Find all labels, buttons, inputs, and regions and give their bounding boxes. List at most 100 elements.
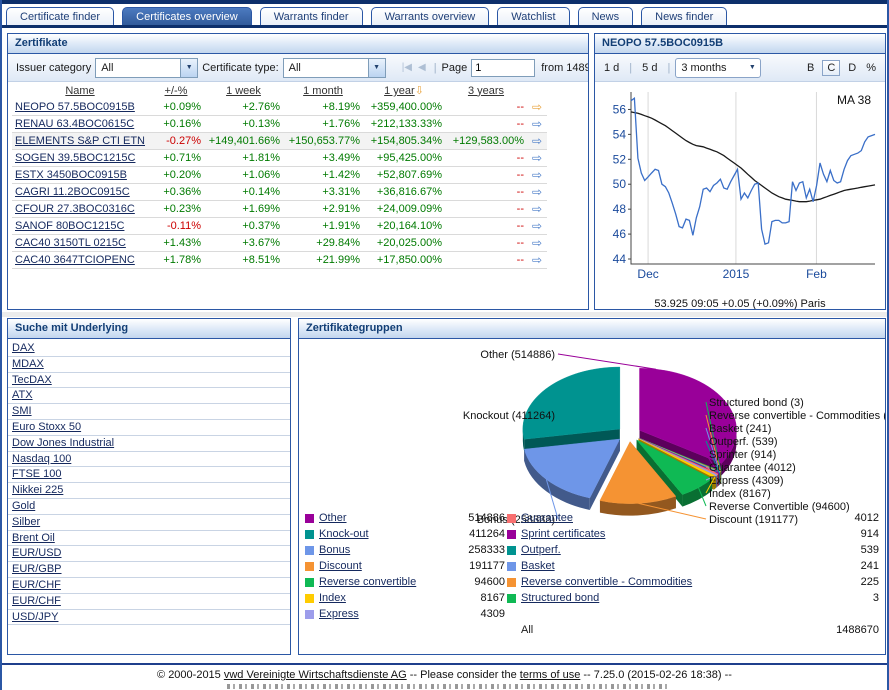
legend-label-link[interactable]: Reverse convertible - Commodities: [521, 576, 693, 588]
underlying-link[interactable]: Nasdaq 100: [12, 452, 72, 465]
legend-value: 539: [860, 544, 879, 556]
underlying-link[interactable]: Euro Stoxx 50: [12, 420, 82, 433]
legend-label-link[interactable]: Index: [319, 592, 346, 604]
tab-warrants-finder[interactable]: Warrants finder: [259, 7, 363, 27]
value-cell: +0.71%: [148, 149, 204, 167]
underlying-link[interactable]: Brent Oil: [12, 531, 55, 544]
pie-callout-label: Other (514886): [480, 349, 555, 361]
underlying-link[interactable]: Dow Jones Industrial: [12, 436, 115, 449]
column-header-1-month[interactable]: 1 month: [303, 84, 343, 97]
legend-value: 4309: [480, 608, 505, 620]
certificate-name-link[interactable]: CAGRI 11.2BOC0915C: [15, 186, 130, 198]
legend-label-link[interactable]: Sprint certificates: [521, 528, 606, 540]
underlying-link[interactable]: EUR/USD: [12, 547, 62, 560]
page-input[interactable]: [471, 58, 536, 77]
underlying-link[interactable]: TecDAX: [12, 373, 52, 386]
legend-label-link[interactable]: Guarantee: [521, 512, 573, 524]
tab-news[interactable]: News: [577, 7, 634, 27]
value-cell: +1.91%: [283, 217, 363, 235]
vwd-link[interactable]: vwd Vereinigte Wirtschaftsdienste AG: [223, 669, 407, 681]
legend-row: Other 514886: [305, 510, 505, 526]
certificates-table-body: NEOPO 57.5BOC0915B +0.09% +2.76% +8.19% +359…: [12, 99, 547, 269]
legend-label-link[interactable]: Express: [319, 608, 359, 620]
column-header--[interactable]: +/-%: [164, 84, 188, 97]
underlying-link[interactable]: Silber: [12, 515, 41, 528]
goto-detail-arrow-icon[interactable]: ⇨: [531, 134, 543, 148]
underlying-link[interactable]: EUR/GBP: [12, 563, 62, 576]
period-select[interactable]: 3 months ▼: [675, 57, 762, 78]
chart-type-d-button[interactable]: D: [848, 61, 857, 74]
certificate-name-link[interactable]: NEOPO 57.5BOC0915B: [15, 101, 135, 113]
goto-detail-arrow-icon[interactable]: ⇨: [531, 117, 543, 131]
chart-legend-ma: MA 38: [837, 93, 871, 107]
goto-detail-arrow-icon[interactable]: ⇨: [531, 168, 543, 182]
percent-mode-button[interactable]: %: [866, 61, 876, 74]
legend-label-link[interactable]: Outperf.: [521, 544, 561, 556]
first-page-icon[interactable]: |◀: [401, 62, 412, 73]
chart-type-c-button[interactable]: C: [822, 59, 841, 76]
underlying-link[interactable]: FTSE 100: [12, 468, 62, 481]
value-cell: +1.69%: [204, 200, 283, 218]
tab-certificates-overview[interactable]: Certificates overview: [122, 7, 252, 27]
pie-slice-knockout-wall: [524, 429, 620, 452]
certificate-name-link[interactable]: CAC40 3647TCIOPENC: [15, 254, 135, 266]
underlying-link[interactable]: Gold: [12, 499, 36, 512]
terms-of-use-link[interactable]: terms of use: [519, 669, 581, 681]
column-header-3-years[interactable]: 3 years: [467, 84, 505, 97]
certificate-name-link[interactable]: ELEMENTS S&P CTI ETN: [15, 135, 145, 147]
underlying-link[interactable]: MDAX: [12, 357, 44, 370]
underlying-link[interactable]: EUR/CHF: [12, 578, 61, 591]
certificate-name-link[interactable]: SANOF 80BOC1215C: [15, 220, 125, 232]
column-header-name[interactable]: Name: [65, 84, 95, 97]
previous-page-icon[interactable]: ◀: [417, 62, 426, 73]
underlying-link[interactable]: SMI: [12, 405, 32, 418]
tab-certificate-finder[interactable]: Certificate finder: [6, 7, 115, 27]
goto-detail-arrow-icon[interactable]: ⇨: [531, 100, 543, 114]
column-header-1-week[interactable]: 1 week: [226, 84, 261, 97]
y-tick-label: 52: [613, 152, 627, 166]
legend-total-label: All: [521, 624, 534, 636]
certificate-name-link[interactable]: RENAU 63.4BOC0615C: [15, 118, 135, 130]
certificate-name-link[interactable]: SOGEN 39.5BOC1215C: [15, 152, 136, 164]
goto-detail-arrow-icon[interactable]: ⇨: [531, 202, 543, 216]
legend-label-link[interactable]: Bonus: [319, 544, 351, 556]
underlying-link[interactable]: ATX: [12, 389, 33, 402]
legend-label-link[interactable]: Other: [319, 512, 347, 524]
goto-detail-arrow-icon[interactable]: ⇨: [531, 151, 543, 165]
tab-warrants-overview[interactable]: Warrants overview: [370, 7, 490, 27]
chart-type-b-button[interactable]: B: [806, 61, 815, 74]
underlying-link[interactable]: USD/JPY: [12, 610, 59, 623]
list-item: DAX: [8, 341, 290, 357]
goto-detail-arrow-icon[interactable]: ⇨: [531, 253, 543, 267]
goto-detail-arrow-icon[interactable]: ⇨: [531, 185, 543, 199]
underlying-link[interactable]: EUR/CHF: [12, 594, 61, 607]
certificate-name-link[interactable]: CAC40 3150TL 0215C: [15, 237, 126, 249]
section-splitter[interactable]: [2, 312, 887, 317]
issuer-category-select[interactable]: All ▼: [95, 57, 199, 78]
range-1d-button[interactable]: 1 d: [604, 61, 620, 74]
legend-label-link[interactable]: Knock-out: [319, 528, 369, 540]
value-cell: +0.20%: [148, 166, 204, 184]
legend-label-link[interactable]: Basket: [521, 560, 555, 572]
goto-detail-arrow-icon[interactable]: ⇨: [531, 236, 543, 250]
certificate-type-value: All: [288, 61, 301, 74]
tab-watchlist[interactable]: Watchlist: [497, 7, 570, 27]
goto-detail-arrow-icon[interactable]: ⇨: [531, 219, 543, 233]
pie-callout-label: Discount (191177): [709, 514, 798, 526]
value-cell: +0.37%: [204, 217, 283, 235]
value-cell: +0.14%: [204, 183, 283, 201]
range-5d-button[interactable]: 5 d: [642, 61, 658, 74]
list-item: Gold: [8, 499, 290, 515]
certificate-name-link[interactable]: ESTX 3450BOC0915B: [15, 169, 127, 181]
legend-label-link[interactable]: Discount: [319, 560, 362, 572]
underlying-link[interactable]: DAX: [12, 342, 35, 354]
legend-label-link[interactable]: Reverse convertible: [319, 576, 417, 588]
table-row: CFOUR 27.3BOC0316C +0.23% +1.69% +2.91% +24,…: [12, 200, 547, 218]
column-header-1-year[interactable]: 1 year: [384, 85, 415, 97]
tab-news-finder[interactable]: News finder: [641, 7, 728, 27]
underlying-link[interactable]: Nikkei 225: [12, 484, 64, 497]
table-row: SOGEN 39.5BOC1215C +0.71% +1.81% +3.49% +95,…: [12, 149, 547, 167]
legend-label-link[interactable]: Structured bond: [521, 592, 600, 604]
certificate-type-select[interactable]: All ▼: [282, 57, 386, 78]
certificate-name-link[interactable]: CFOUR 27.3BOC0316C: [15, 203, 135, 215]
